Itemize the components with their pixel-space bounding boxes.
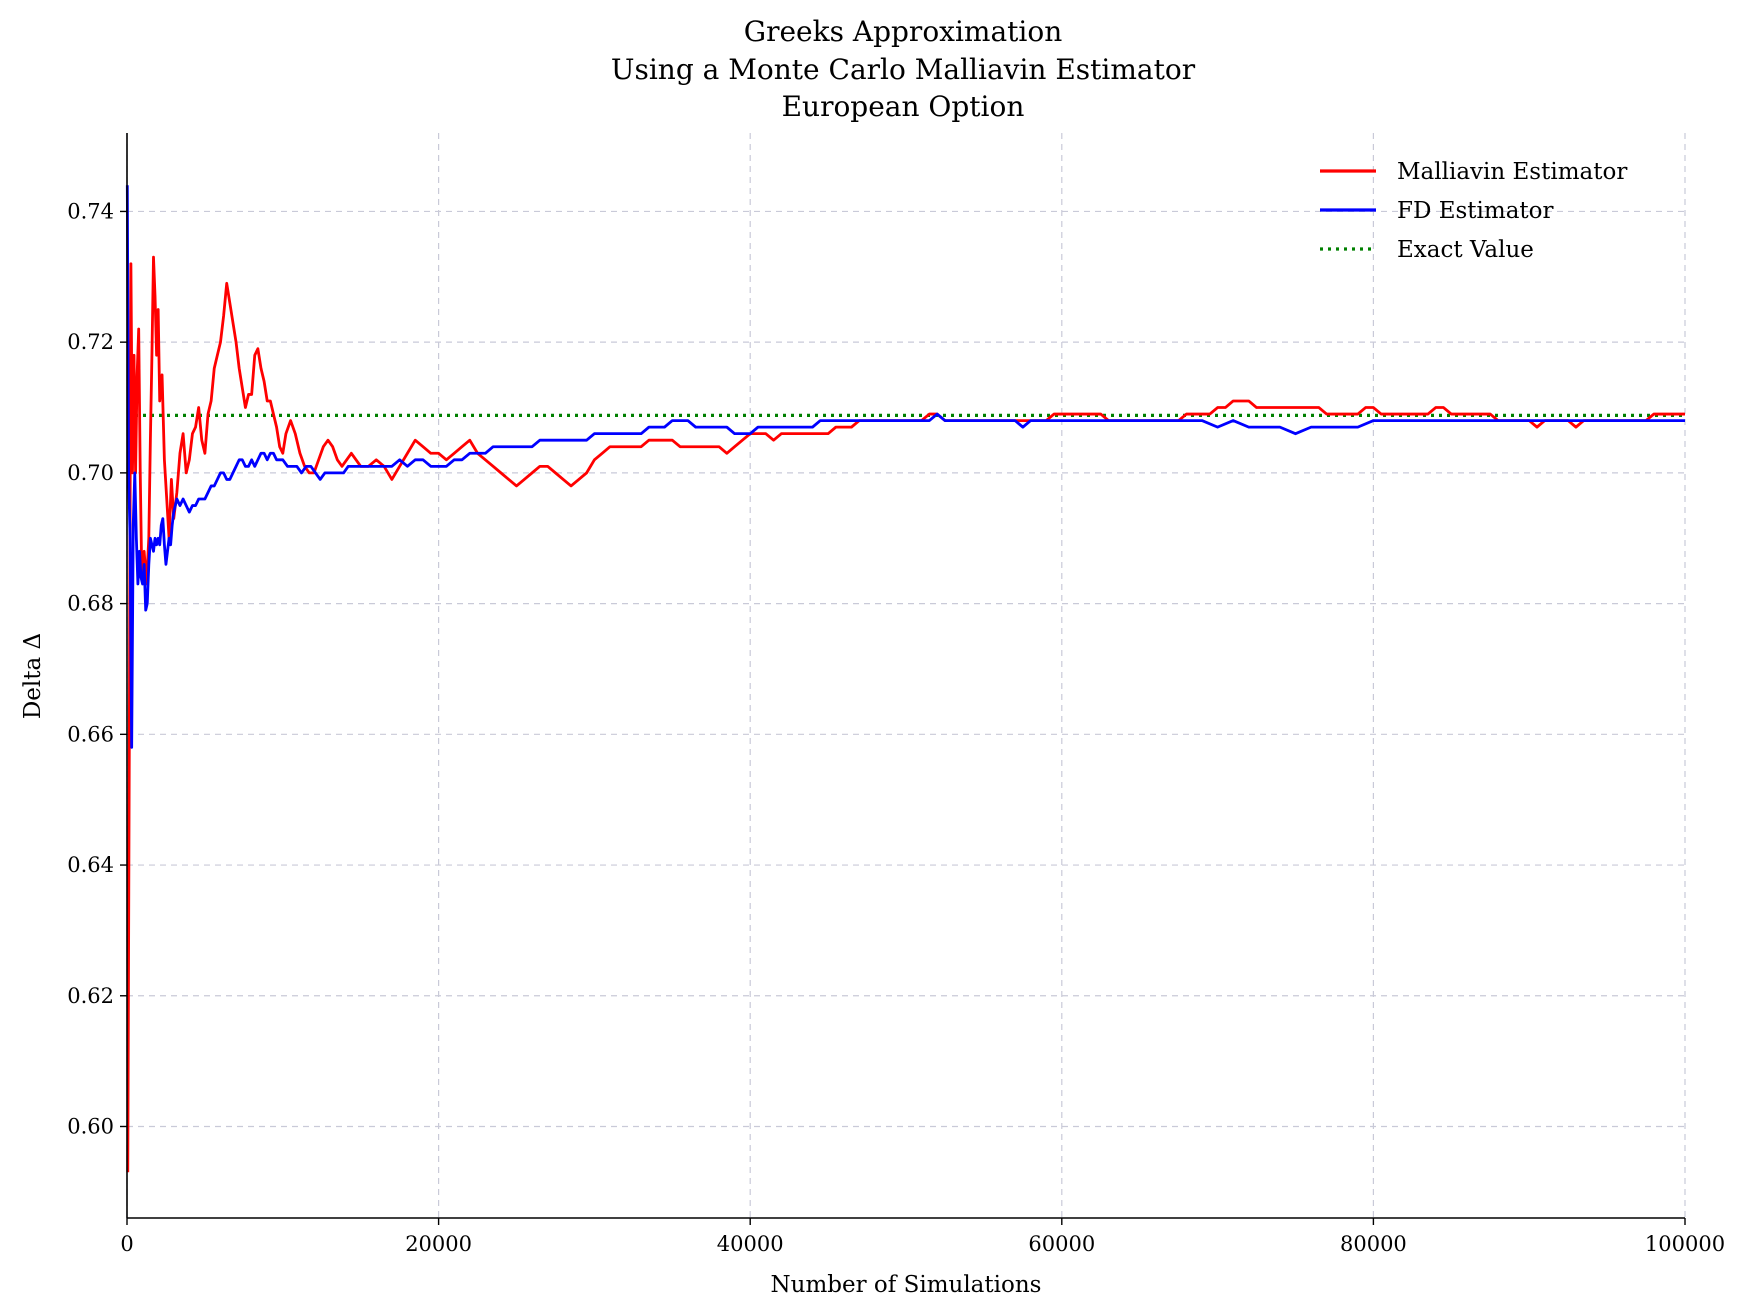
plot-area <box>125 185 1685 1173</box>
y-axis-ticks: 0.60 0.62 0.64 0.66 0.68 0.70 0.72 0.74 <box>67 199 127 1138</box>
x-tick-label: 20000 <box>405 1232 472 1256</box>
y-tick-label: 0.60 <box>67 1114 114 1138</box>
y-tick-label: 0.72 <box>67 330 114 354</box>
axes <box>126 133 1685 1219</box>
legend: Malliavin Estimator FD Estimator Exact V… <box>1320 159 1627 263</box>
title-line-3: European Option <box>782 90 1025 123</box>
y-tick-label: 0.70 <box>67 461 114 485</box>
malliavin-series-line <box>126 255 1685 1173</box>
y-tick-label: 0.66 <box>67 722 114 746</box>
x-axis-ticks: 0 20000 40000 60000 80000 100000 <box>120 1218 1725 1256</box>
fd-series-line <box>125 185 1685 749</box>
x-axis-label: Number of Simulations <box>771 1272 1042 1298</box>
x-tick-label: 60000 <box>1028 1232 1095 1256</box>
y-tick-label: 0.74 <box>67 199 114 223</box>
title-line-1: Greeks Approximation <box>744 15 1063 48</box>
legend-label-malliavin: Malliavin Estimator <box>1397 159 1627 185</box>
legend-label-fd: FD Estimator <box>1397 198 1554 224</box>
x-tick-label: 100000 <box>1645 1232 1725 1256</box>
title-line-2: Using a Monte Carlo Malliavin Estimator <box>611 53 1196 86</box>
y-tick-label: 0.68 <box>67 592 114 616</box>
chart-title: Greeks Approximation Using a Monte Carlo… <box>611 15 1196 123</box>
x-tick-label: 0 <box>120 1232 133 1256</box>
y-tick-label: 0.64 <box>67 853 114 877</box>
x-tick-label: 80000 <box>1340 1232 1407 1256</box>
legend-label-exact: Exact Value <box>1397 237 1534 263</box>
y-tick-label: 0.62 <box>67 984 114 1008</box>
x-tick-label: 40000 <box>717 1232 784 1256</box>
y-axis-label: Delta Δ <box>20 633 46 719</box>
grid-lines <box>126 133 1686 1218</box>
